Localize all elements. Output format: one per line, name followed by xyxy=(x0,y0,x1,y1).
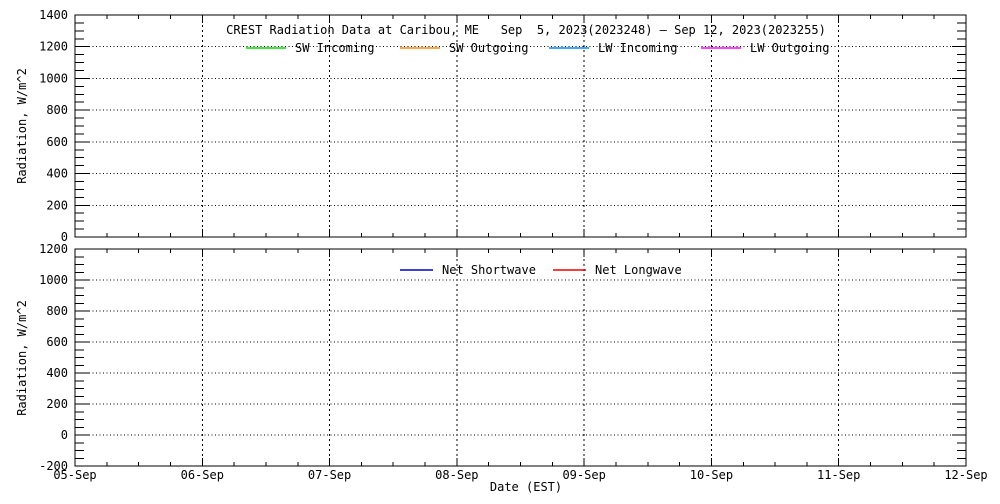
legend-entry: LW Incoming xyxy=(549,41,677,55)
y-tick-label: 1200 xyxy=(39,242,68,256)
x-axis-label: Date (EST) xyxy=(490,480,562,494)
legend-entry: LW Outgoing xyxy=(701,41,829,55)
legend-entry: Net Longwave xyxy=(553,263,682,277)
legend-entry: SW Outgoing xyxy=(400,41,528,55)
x-tick-label: 06-Sep xyxy=(181,468,224,482)
y-tick-label: -200 xyxy=(39,459,68,473)
y-tick-label: 1000 xyxy=(39,273,68,287)
y-tick-label: 400 xyxy=(46,366,68,380)
legend-label: LW Incoming xyxy=(598,41,677,55)
x-tick-label: 05-Sep xyxy=(53,468,96,482)
x-tick-label: 08-Sep xyxy=(435,468,478,482)
x-tick-label: 11-Sep xyxy=(817,468,860,482)
y-tick-label: 1200 xyxy=(39,40,68,54)
x-tick-label: 12-Sep xyxy=(944,468,987,482)
y-tick-label: 200 xyxy=(46,198,68,212)
x-tick-label: 09-Sep xyxy=(562,468,605,482)
y-tick-label: 1000 xyxy=(39,71,68,85)
y-tick-label: 800 xyxy=(46,304,68,318)
y-tick-label: 800 xyxy=(46,103,68,117)
y-tick-label: 600 xyxy=(46,335,68,349)
legend-label: SW Outgoing xyxy=(449,41,528,55)
y-axis-label-top: Radiation, W/m^2 xyxy=(15,68,29,184)
y-tick-label: 200 xyxy=(46,397,68,411)
y-tick-label: 0 xyxy=(61,230,68,244)
chart-title: CREST Radiation Data at Caribou, ME Sep … xyxy=(226,23,826,37)
x-tick-label: 10-Sep xyxy=(690,468,733,482)
legend-label: LW Outgoing xyxy=(750,41,829,55)
legend-label: SW Incoming xyxy=(295,41,374,55)
x-tick-label: 07-Sep xyxy=(308,468,351,482)
y-axis-label-bottom: Radiation, W/m^2 xyxy=(15,300,29,416)
legend-entry: Net Shortwave xyxy=(400,263,536,277)
legend-label: Net Longwave xyxy=(595,263,682,277)
panel-frame xyxy=(74,248,967,467)
y-tick-label: 1400 xyxy=(39,8,68,22)
legend-label: Net Shortwave xyxy=(442,263,536,277)
y-tick-label: 400 xyxy=(46,167,68,181)
legend-entry: SW Incoming xyxy=(246,41,374,55)
y-tick-label: 0 xyxy=(61,428,68,442)
y-tick-label: 600 xyxy=(46,135,68,149)
